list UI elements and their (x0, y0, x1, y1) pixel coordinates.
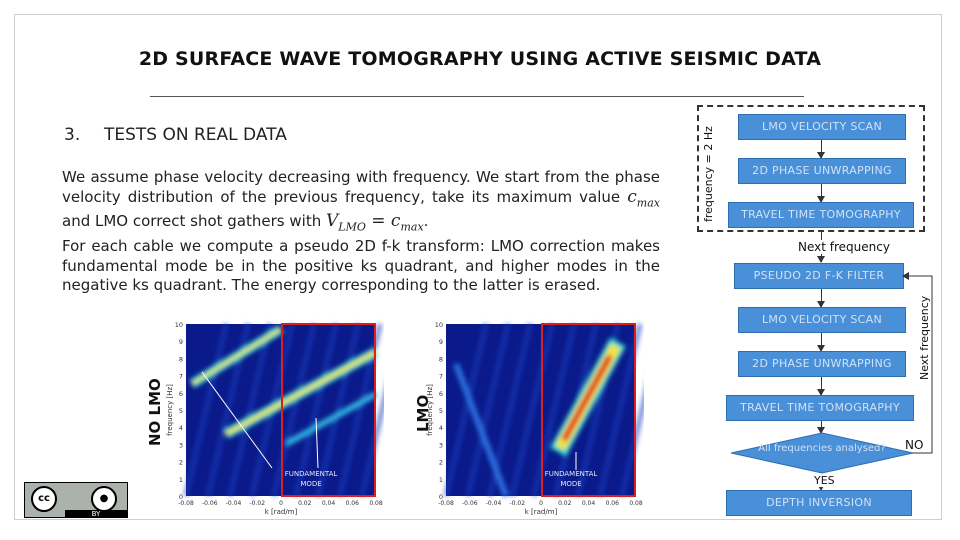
slide-frame (14, 14, 942, 520)
flow-arrow (817, 184, 825, 203)
y-tick-label: 1 (179, 476, 183, 484)
y-tick-label: 10 (175, 321, 183, 329)
annotation-arrow (315, 417, 319, 469)
flow-box-depth-inversion: DEPTH INVERSION (726, 490, 912, 516)
flow-arrow (817, 140, 825, 159)
positive-k-box (281, 323, 376, 497)
section-number: 3. (64, 125, 81, 145)
y-tick-label: 2 (179, 459, 183, 467)
cc-icon: cc (31, 486, 57, 512)
y-axis-label: frequency [Hz] (426, 384, 434, 436)
paragraph-2: For each cable we compute a pseudo 2D f-… (62, 237, 660, 295)
y-tick-label: 6 (439, 390, 443, 398)
flow-box-phase-unwrap-1: 2D PHASE UNWRAPPING (738, 158, 906, 184)
flow-arrow (817, 377, 825, 396)
para1-part-b: and LMO correct shot gathers with (62, 212, 326, 231)
vlmo-equation: VLMO = cmax (325, 211, 424, 234)
flow-box-lmo-scan-2: LMO VELOCITY SCAN (738, 307, 906, 333)
flow-box-fk-filter: PSEUDO 2D F-K FILTER (734, 263, 904, 289)
title-divider (150, 96, 804, 97)
decision-diamond: All frequencies analysed? (730, 432, 914, 474)
y-tick-label: 6 (179, 390, 183, 398)
x-axis-label: k [rad/m] (265, 508, 298, 516)
x-tick-label: -0.02 (249, 500, 265, 507)
para1-part-a: We assume phase velocity decreasing with… (62, 168, 660, 206)
positive-k-box (541, 323, 636, 497)
x-tick-label: 0.04 (322, 500, 336, 507)
initial-frequency-label: frequency = 2 Hz (702, 126, 715, 222)
person-icon: ● (91, 486, 117, 512)
fundamental-mode-label: FUNDAMENTAL (545, 470, 598, 478)
annotation-arrow (201, 371, 273, 469)
cmax-symbol: cmax (627, 186, 660, 209)
fundamental-mode-label: MODE (300, 480, 321, 488)
section-heading: 3. TESTS ON REAL DATA (64, 125, 287, 145)
y-tick-label: 3 (439, 441, 443, 449)
cc-license-badge: cc ● BY (24, 482, 128, 518)
x-tick-label: 0.06 (346, 500, 360, 507)
y-tick-label: 7 (439, 373, 443, 381)
x-tick-label: -0.04 (226, 500, 242, 507)
section-title: TESTS ON REAL DATA (104, 125, 287, 145)
spectrum-energy (443, 323, 644, 498)
y-tick-label: 7 (179, 373, 183, 381)
y-tick-label: 4 (439, 424, 443, 432)
flow-arrow (817, 333, 825, 352)
y-tick-label: 2 (439, 459, 443, 467)
y-tick-label: 8 (179, 355, 183, 363)
loop-back-line (902, 272, 933, 454)
y-tick-label: 4 (179, 424, 183, 432)
no-label: NO (905, 438, 924, 452)
x-tick-label: 0.08 (369, 500, 383, 507)
spectrum-energy (183, 323, 384, 497)
flow-arrow (817, 289, 825, 308)
fundamental-mode-label: MODE (560, 480, 581, 488)
flow-arrow (817, 421, 825, 434)
yes-label: YES (814, 474, 835, 487)
x-tick-label: -0.04 (486, 500, 502, 507)
by-label: BY (65, 510, 127, 518)
no-lmo-label: NO LMO (146, 378, 164, 446)
decision-text: All frequencies analysed? (758, 443, 885, 454)
y-tick-label: 5 (179, 407, 183, 415)
y-tick-label: 1 (439, 476, 443, 484)
x-tick-label: 0.08 (629, 500, 643, 507)
x-tick-label: -0.08 (438, 500, 454, 507)
fundamental-mode-label: FUNDAMENTAL (285, 470, 338, 478)
x-tick-label: -0.06 (462, 500, 478, 507)
paragraph-1: We assume phase velocity decreasing with… (62, 168, 660, 237)
body-text: We assume phase velocity decreasing with… (62, 168, 660, 296)
x-tick-label: -0.06 (202, 500, 218, 507)
x-tick-label: -0.08 (178, 500, 194, 507)
flow-box-lmo-scan-1: LMO VELOCITY SCAN (738, 114, 906, 140)
slide-title: 2D SURFACE WAVE TOMOGRAPHY USING ACTIVE … (138, 48, 822, 70)
x-tick-label: -0.02 (509, 500, 525, 507)
y-tick-label: 9 (179, 338, 183, 346)
x-tick-label: 0 (539, 500, 543, 507)
flow-box-tomography-2: TRAVEL TIME TOMOGRAPHY (726, 395, 914, 421)
next-frequency-label: Next frequency (798, 240, 890, 254)
flow-box-phase-unwrap-2: 2D PHASE UNWRAPPING (738, 351, 906, 377)
y-tick-label: 10 (435, 321, 443, 329)
y-axis-label: frequency [Hz] (166, 384, 174, 436)
y-tick-label: 8 (439, 355, 443, 363)
x-tick-label: 0.04 (582, 500, 596, 507)
next-frequency-loop-label: Next frequency (918, 295, 931, 380)
y-tick-label: 0 (439, 493, 443, 501)
x-tick-label: 0.02 (558, 500, 572, 507)
para1-part-c: . (423, 212, 429, 231)
x-tick-label: 0.06 (606, 500, 620, 507)
y-tick-label: 0 (179, 493, 183, 501)
x-axis-label: k [rad/m] (525, 508, 558, 516)
initial-loop-box (697, 105, 925, 232)
y-tick-label: 9 (439, 338, 443, 346)
x-tick-label: 0 (279, 500, 283, 507)
y-tick-label: 3 (179, 441, 183, 449)
flow-box-tomography-1: TRAVEL TIME TOMOGRAPHY (728, 202, 914, 228)
x-tick-label: 0.02 (298, 500, 312, 507)
y-tick-label: 5 (439, 407, 443, 415)
